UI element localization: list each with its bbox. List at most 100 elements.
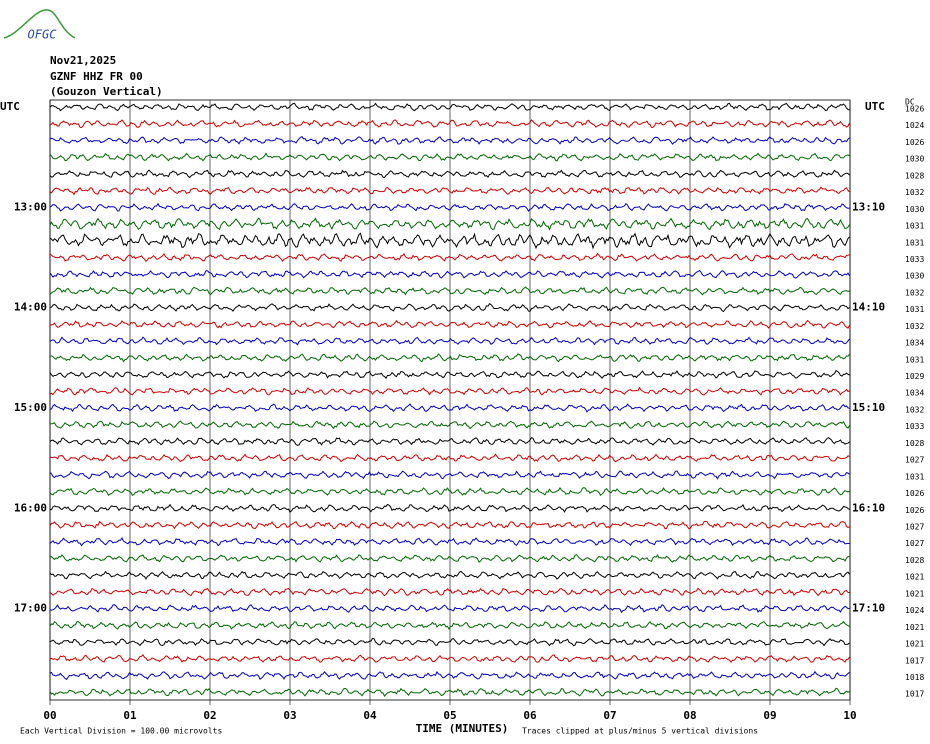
trace xyxy=(49,403,850,413)
dc-offset: 1031 xyxy=(905,238,924,247)
trace xyxy=(49,336,850,346)
logo: OFGC xyxy=(28,28,58,42)
trace xyxy=(49,269,850,279)
dc-offset: 1033 xyxy=(905,422,924,431)
x-tick-label: 04 xyxy=(363,709,377,722)
dc-offset: 1027 xyxy=(905,539,924,548)
trace xyxy=(49,653,850,664)
dc-offset: 1032 xyxy=(905,188,924,197)
x-tick-label: 10 xyxy=(843,709,856,722)
trace xyxy=(49,486,850,497)
dc-offset: 1030 xyxy=(905,155,924,164)
dc-offset: 1018 xyxy=(905,673,924,682)
trace xyxy=(49,570,850,580)
dc-offset: 1026 xyxy=(905,138,924,147)
dc-offset: 1034 xyxy=(905,389,924,398)
dc-offset: 1031 xyxy=(905,305,924,314)
trace xyxy=(49,119,850,129)
x-tick-label: 01 xyxy=(123,709,137,722)
dc-offset: 1028 xyxy=(905,556,924,565)
dc-offset: 1029 xyxy=(905,372,924,381)
trace xyxy=(49,353,850,363)
hour-label: 14:10 xyxy=(852,301,885,314)
right-label: UTC xyxy=(865,100,885,113)
dc-offset: 1028 xyxy=(905,439,924,448)
dc-offset: 1026 xyxy=(905,506,924,515)
trace xyxy=(49,670,850,681)
dc-offset: 1031 xyxy=(905,472,924,481)
dc-offset: 1017 xyxy=(905,656,924,665)
trace xyxy=(49,202,850,212)
trace xyxy=(49,386,850,396)
dc-offset: 1027 xyxy=(905,456,924,465)
trace xyxy=(49,152,850,162)
dc-offset: 1024 xyxy=(905,121,924,130)
date: Nov21,2025 xyxy=(50,54,116,67)
trace xyxy=(49,232,850,250)
x-tick-label: 06 xyxy=(523,709,537,722)
dc-offset: 1021 xyxy=(905,623,924,632)
hour-label: 13:10 xyxy=(852,200,885,213)
dc-offset: 1031 xyxy=(905,222,924,231)
dc-offset: 1033 xyxy=(905,255,924,264)
dc-offset: 1032 xyxy=(905,288,924,297)
dc-offset: 1031 xyxy=(905,355,924,364)
dc-offset: 1032 xyxy=(905,405,924,414)
trace xyxy=(49,620,850,631)
trace xyxy=(49,503,850,513)
dc-offset: 1017 xyxy=(905,690,924,699)
hour-label: 13:00 xyxy=(14,200,47,213)
dc-offset: 1028 xyxy=(905,171,924,180)
x-tick-label: 09 xyxy=(763,709,776,722)
x-tick-label: 03 xyxy=(283,709,296,722)
x-axis-title: TIME (MINUTES) xyxy=(416,722,509,735)
dc-offset: 1030 xyxy=(905,272,924,281)
x-tick-label: 02 xyxy=(203,709,216,722)
trace xyxy=(49,420,850,430)
trace xyxy=(49,553,850,563)
clip-note: Traces clipped at plus/minus 5 vertical … xyxy=(522,727,758,736)
hour-label: 15:10 xyxy=(852,401,885,414)
trace xyxy=(49,370,850,380)
trace xyxy=(49,135,850,145)
trace xyxy=(49,186,850,196)
trace xyxy=(49,286,850,296)
dc-offset: 1026 xyxy=(905,489,924,498)
trace xyxy=(49,169,850,179)
trace xyxy=(49,217,850,231)
location: (Gouzon Vertical) xyxy=(50,85,163,98)
dc-offset: 1021 xyxy=(905,573,924,582)
trace xyxy=(50,453,850,463)
station: GZNF HHZ FR 00 xyxy=(50,70,143,83)
trace xyxy=(49,252,850,263)
x-tick-label: 00 xyxy=(43,709,56,722)
logo-curve xyxy=(3,9,76,39)
trace xyxy=(49,470,850,480)
trace xyxy=(49,436,850,446)
dc-offset: 1032 xyxy=(905,322,924,331)
trace xyxy=(49,319,850,329)
hour-label: 16:00 xyxy=(14,501,47,514)
dc-offset: 1026 xyxy=(905,105,924,114)
x-tick-label: 05 xyxy=(443,709,456,722)
trace xyxy=(49,303,850,313)
trace xyxy=(49,102,850,112)
hour-label: 17:10 xyxy=(852,602,885,615)
x-tick-label: 08 xyxy=(683,709,696,722)
hour-label: 16:10 xyxy=(852,501,885,514)
trace xyxy=(49,637,850,647)
trace xyxy=(49,536,850,547)
scale-note: Each Vertical Division = 100.00 microvol… xyxy=(20,727,222,736)
dc-offset: 1024 xyxy=(905,606,924,615)
hour-label: 17:00 xyxy=(14,602,47,615)
trace xyxy=(49,587,850,597)
hour-label: 14:00 xyxy=(14,301,47,314)
dc-offset: 1021 xyxy=(905,589,924,598)
dc-label: DC xyxy=(905,98,915,107)
hour-label: 15:00 xyxy=(14,401,47,414)
trace xyxy=(49,603,850,614)
dc-offset: 1021 xyxy=(905,640,924,649)
trace xyxy=(49,520,850,530)
dc-offset: 1027 xyxy=(905,523,924,532)
